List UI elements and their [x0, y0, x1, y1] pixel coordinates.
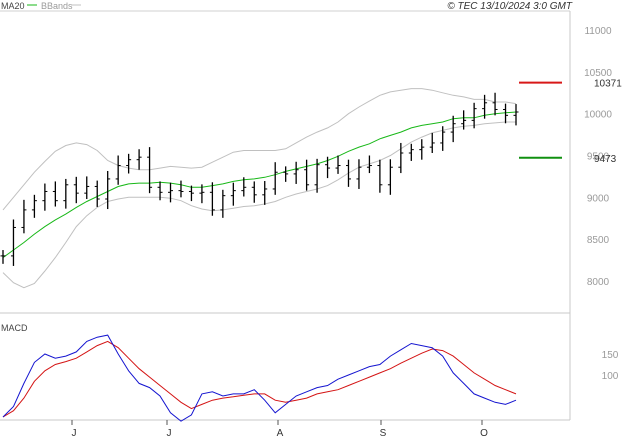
price-bar [314, 158, 320, 193]
bbands-upper-line [2, 88, 517, 211]
ma20-line [2, 111, 517, 259]
level-label: 10371 [594, 79, 622, 90]
price-bar [304, 159, 310, 191]
price-bar [398, 142, 404, 174]
macd-panel-title: MACD [1, 323, 28, 333]
price-bar [178, 180, 184, 198]
price-axis-tick: 10000 [584, 110, 612, 121]
price-bar [461, 110, 467, 130]
price-axis-tick: 9500 [587, 152, 610, 163]
macd-panel [2, 334, 517, 422]
price-bar [157, 181, 163, 201]
y-axis-ticks: 11000 10500 10000 9500 9000 8500 8000 150 100 [584, 26, 619, 382]
x-axis-label: J [72, 428, 77, 439]
price-bar [10, 219, 16, 266]
x-axis-label: A [277, 428, 284, 439]
macd-axis-tick: 100 [602, 371, 619, 382]
price-bar [429, 132, 435, 153]
x-axis-label: J [167, 428, 172, 439]
macd-axis-tick: 150 [602, 350, 619, 361]
macd-signal-line [2, 340, 517, 418]
price-bar [105, 170, 111, 210]
price-bar [440, 126, 446, 151]
price-bar [0, 250, 6, 264]
price-bar [450, 115, 456, 143]
price-axis-tick: 11000 [584, 26, 612, 37]
price-bar [356, 159, 362, 189]
price-bar [199, 184, 205, 204]
price-bar [63, 178, 69, 209]
price-bar [335, 155, 341, 174]
price-axis-tick: 9000 [587, 193, 610, 204]
price-axis-tick: 10500 [584, 68, 612, 79]
price-bar [209, 182, 215, 216]
price-bar [52, 181, 58, 207]
price-bar [168, 182, 174, 203]
price-bar [220, 189, 226, 218]
price-bar [366, 155, 372, 174]
price-bar [272, 162, 278, 195]
price-bar [293, 161, 299, 184]
price-bar [126, 153, 132, 174]
price-bar [94, 180, 100, 207]
price-bar [21, 199, 27, 234]
price-levels: 10371 9473 [519, 79, 622, 165]
price-bar [84, 176, 90, 200]
price-bar [325, 156, 331, 179]
price-bar [188, 185, 194, 202]
price-axis-tick: 8500 [587, 235, 610, 246]
price-bar [73, 176, 79, 204]
price-bar [115, 155, 121, 185]
price-bar [503, 103, 509, 124]
price-bar [31, 194, 37, 218]
price-bar [513, 104, 519, 126]
x-axis-label: O [480, 428, 488, 439]
price-bar [147, 147, 153, 194]
price-bar [482, 94, 488, 119]
price-bar [262, 181, 268, 205]
price-bar [230, 182, 236, 206]
macd-line [2, 334, 517, 422]
x-axis-label: S [380, 428, 387, 439]
ma20-legend-label: MA20 [1, 1, 25, 11]
price-bar [408, 143, 414, 161]
price-bar [251, 181, 257, 203]
price-bar [419, 139, 425, 160]
price-bar [492, 92, 498, 116]
price-bar [136, 149, 142, 170]
price-bar [471, 102, 477, 129]
main-price-panel [0, 88, 519, 289]
level-label: 9473 [594, 154, 617, 165]
price-bar [283, 166, 289, 182]
price-bar [241, 177, 247, 197]
bbands-lower-line [2, 121, 516, 289]
price-bar [42, 183, 48, 211]
price-bar [377, 159, 383, 193]
price-bar [387, 159, 393, 195]
bbands-legend-label: BBands [41, 1, 73, 11]
copyright-label: © TEC 13/10/2024 3:0 GMT [447, 1, 573, 12]
price-axis-tick: 8000 [587, 277, 610, 288]
price-bar [345, 159, 351, 187]
